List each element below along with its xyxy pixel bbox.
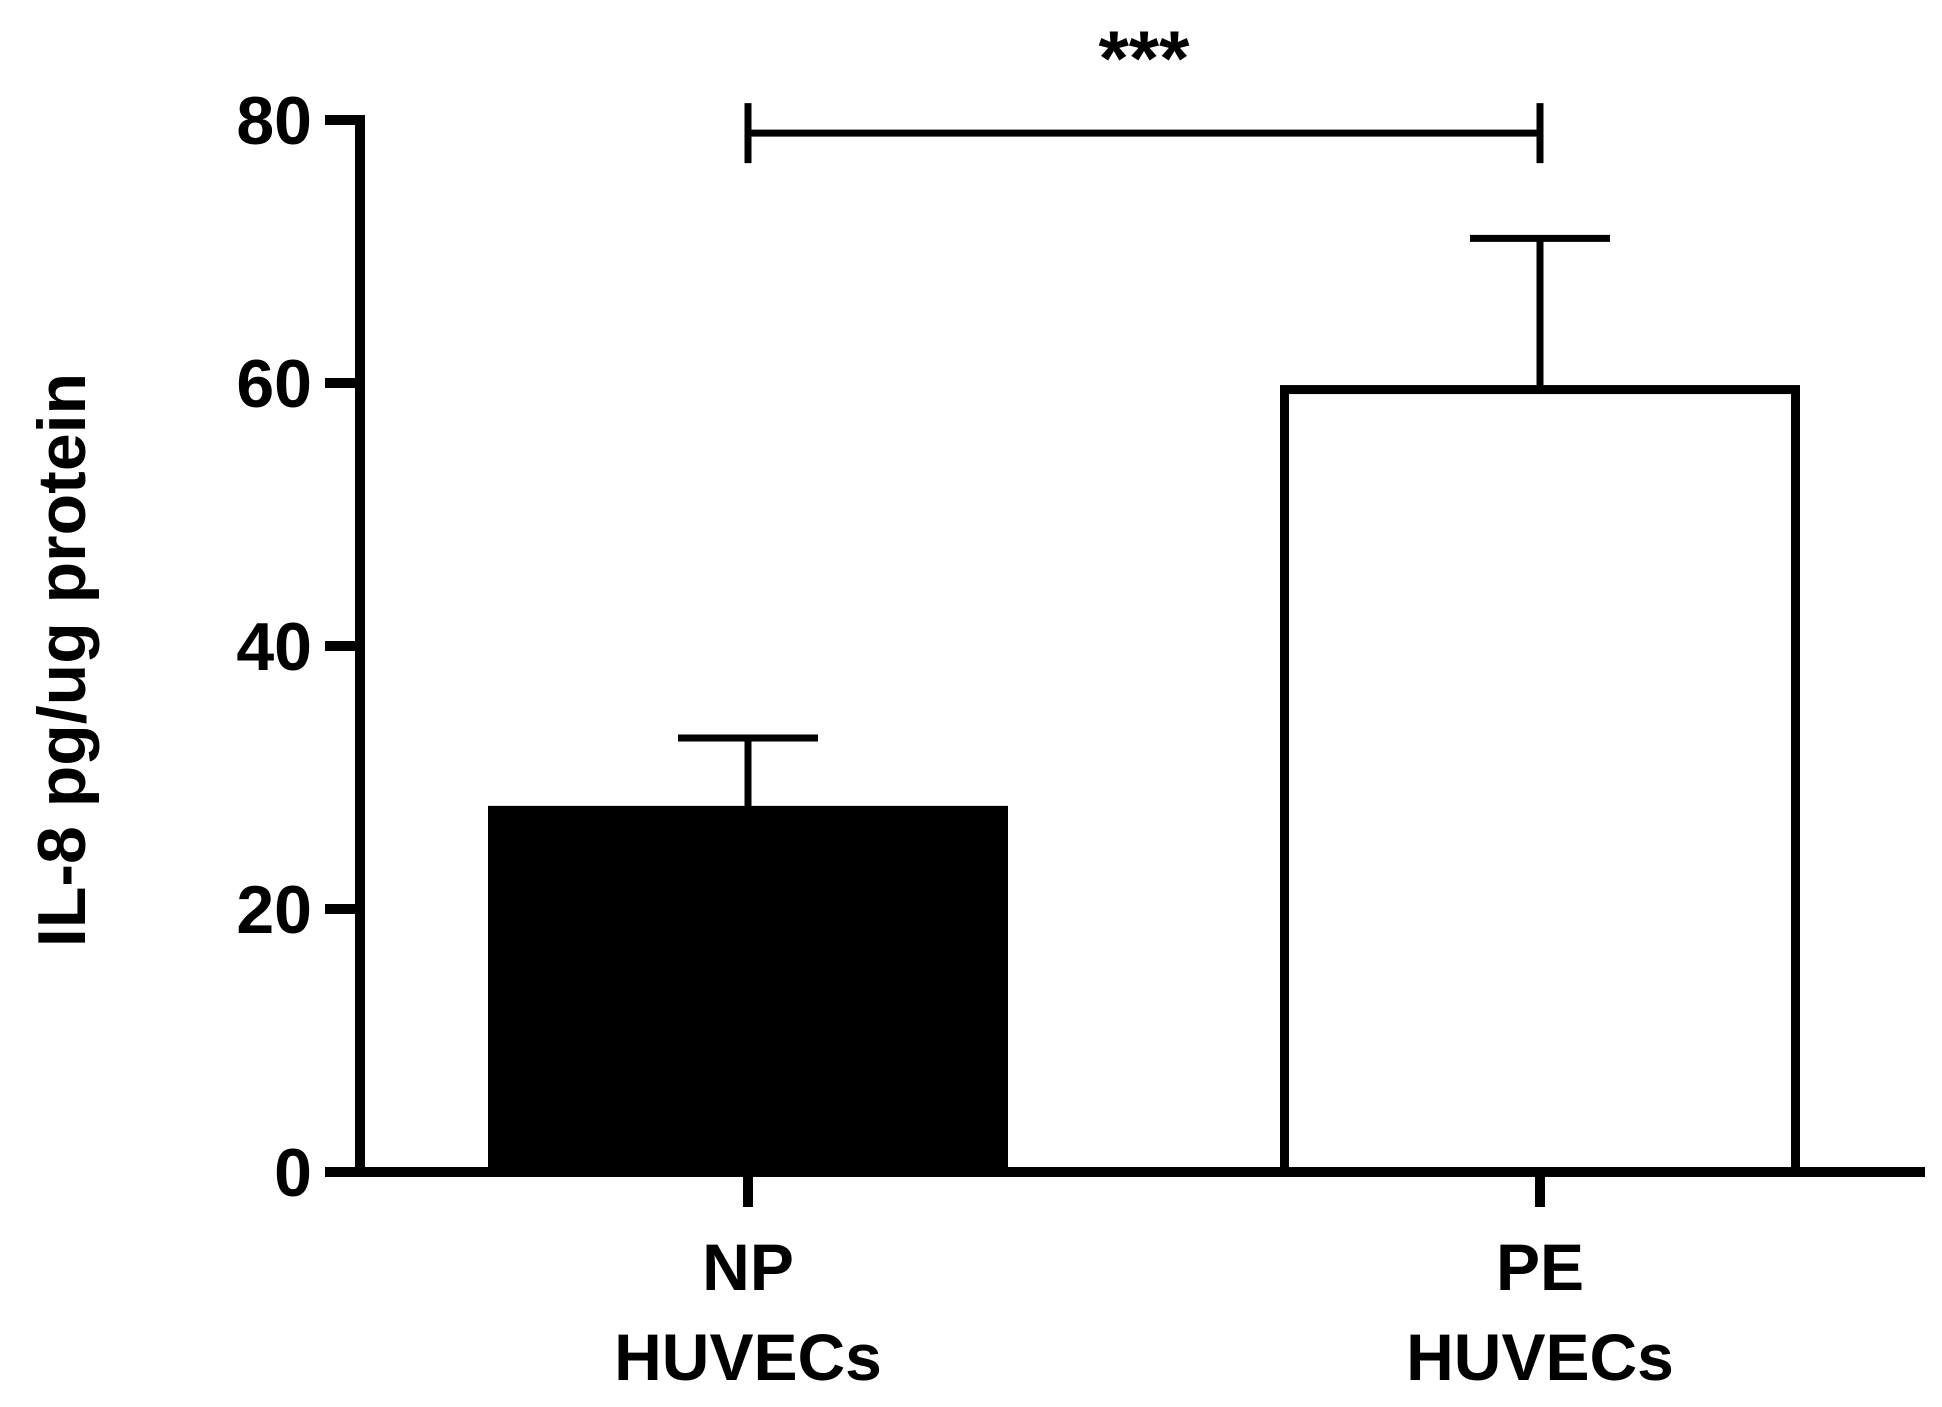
y-tick-label-0: 0: [274, 1135, 312, 1211]
y-tick-label-4: 80: [236, 83, 312, 159]
x-tick-label-1-line2: HUVECs: [1406, 1320, 1674, 1394]
y-tick-label-3: 60: [236, 346, 312, 422]
significance-label: ***: [1098, 14, 1190, 102]
y-tick-label-1: 20: [236, 872, 312, 948]
y-axis-label: IL-8 pg/ug protein: [24, 373, 100, 947]
y-tick-label-2: 40: [236, 609, 312, 685]
bar-0: [488, 805, 1008, 1177]
x-tick-label-1-line1: PE: [1496, 1230, 1584, 1304]
x-tick-label-0-line2: HUVECs: [614, 1320, 882, 1394]
x-tick-label-0-line1: NP: [702, 1230, 794, 1304]
bar-1: [1280, 385, 1800, 1177]
